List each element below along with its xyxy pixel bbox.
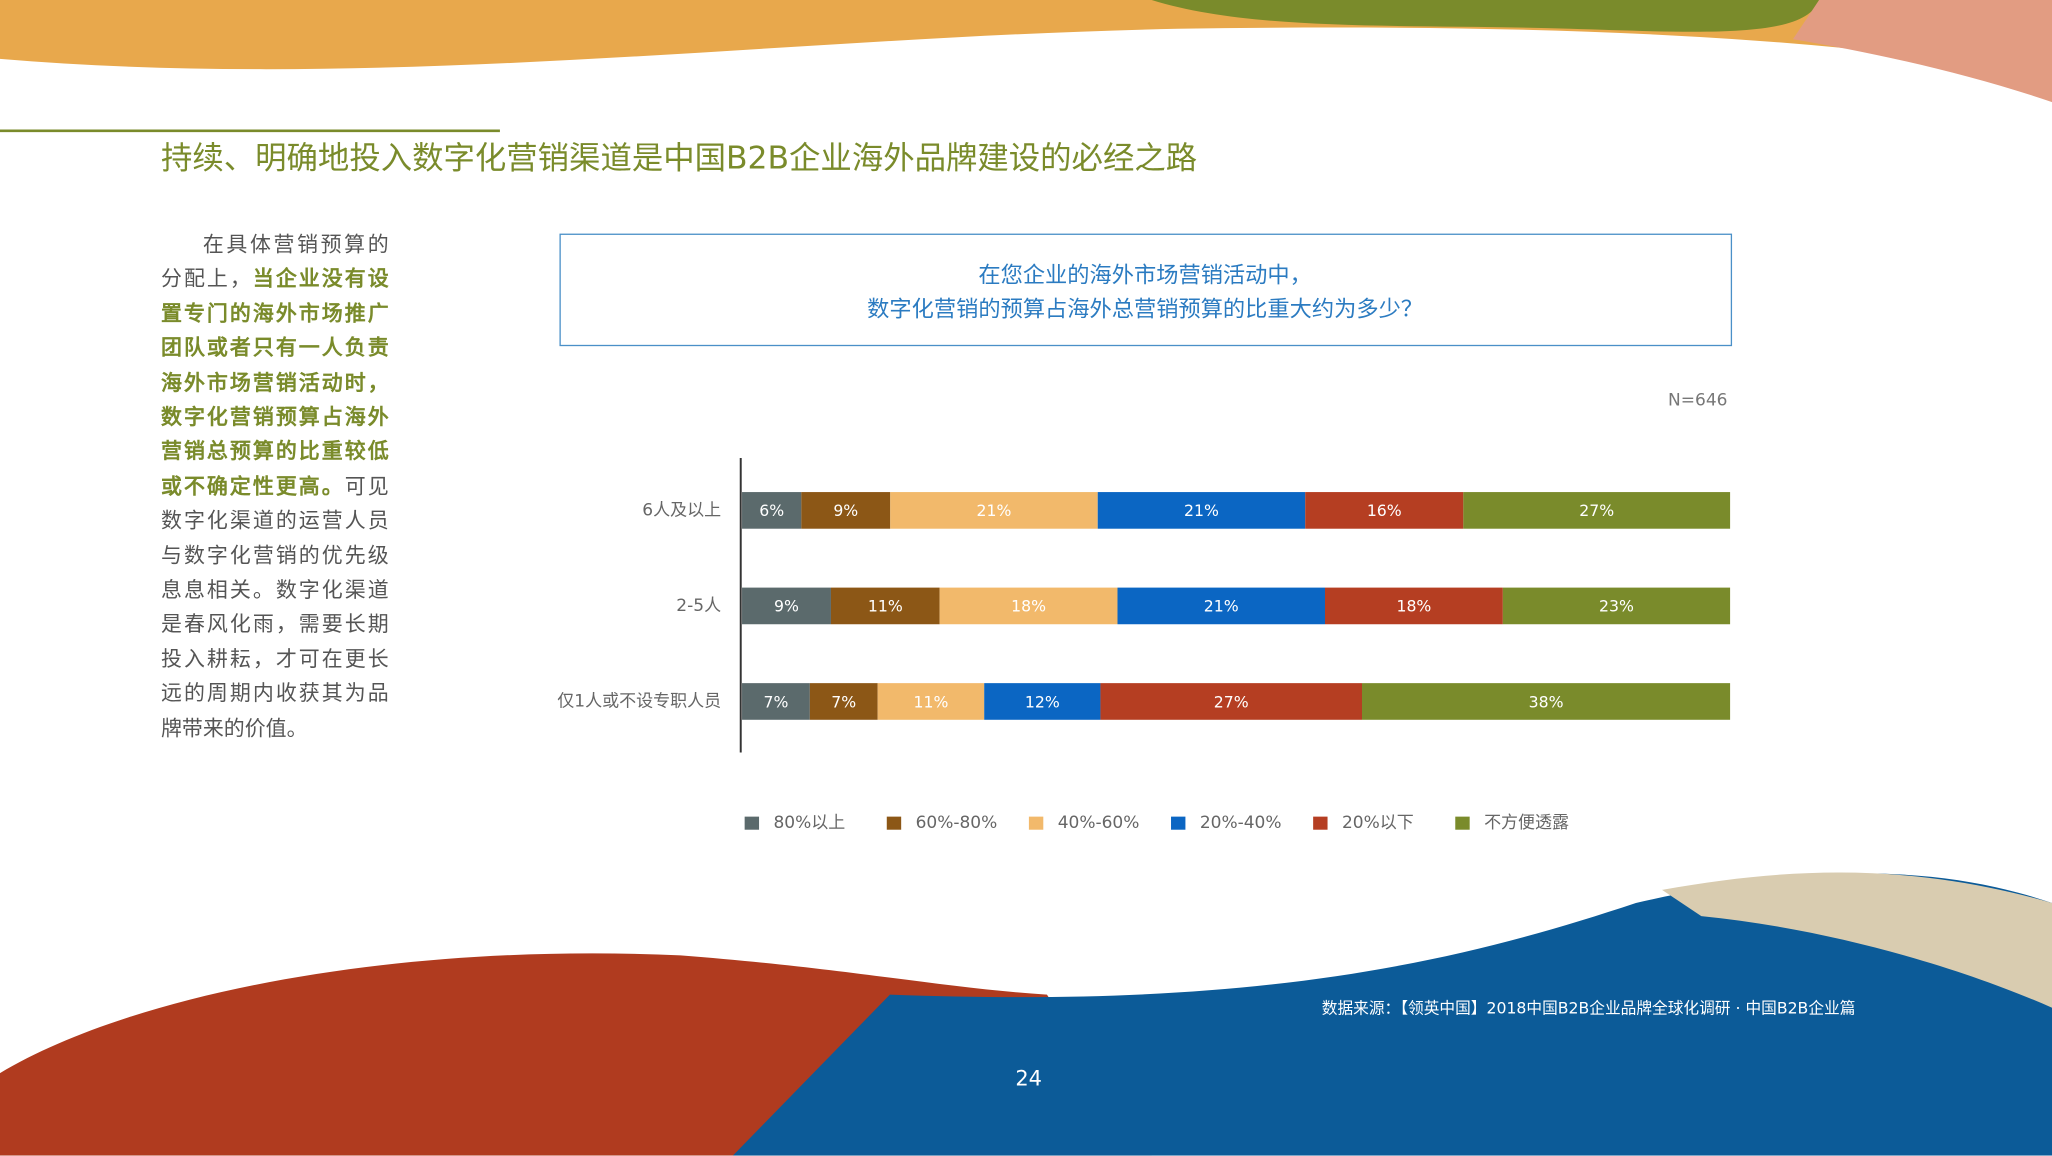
legend-swatch: [744, 816, 760, 830]
paragraph-segment: 在具体营销预算的分配上，: [160, 231, 389, 292]
page-title: 持续、明确地投入数字化营销渠道是中国B2B企业海外品牌建设的必经之路: [161, 141, 1197, 177]
value-label: 9%: [774, 597, 799, 616]
bar-segment: [801, 492, 891, 529]
sidebar-paragraph: 在具体营销预算的分配上，当企业没有设置专门的海外市场推广团队或者只有一人负责海外…: [161, 228, 389, 746]
decor-bottom-blue: [732, 873, 2052, 1156]
paragraph-segment: 可见数字化渠道的运营人员与数字化营销的优先级息息相关。数字化渠道是春风化雨，需要…: [160, 473, 389, 741]
bar-segment: [1361, 683, 1731, 720]
value-label: 6%: [759, 501, 784, 520]
legend-swatch: [886, 816, 902, 830]
source: 数据来源：【领英中国】2018中国B2B企业品牌全球化调研 · 中国B2B企业篇: [1322, 999, 1856, 1018]
bar-segment: [1324, 587, 1503, 625]
decor-bottom-beige: [1662, 872, 2052, 1008]
value-label: 7%: [763, 692, 788, 711]
value-label: 21%: [1184, 501, 1219, 520]
category-label: 仅1人或不设专职人员: [557, 691, 721, 711]
value-label: 12%: [1025, 692, 1060, 711]
value-label: 11%: [913, 692, 948, 711]
decor-top-green: [1151, 0, 1820, 32]
category-label: 6人及以上: [642, 500, 721, 520]
legend-swatch: [1313, 816, 1328, 830]
value-label: 9%: [833, 501, 858, 520]
value-label: 23%: [1599, 597, 1634, 616]
sample-note: N=646: [1668, 390, 1727, 410]
legend-label: 40%-60%: [1058, 813, 1140, 833]
bar-segment: [877, 683, 985, 720]
legend-swatch: [1171, 816, 1186, 830]
bar-segment: [1097, 492, 1306, 529]
value-label: 16%: [1367, 501, 1402, 520]
bar-segment: [1117, 587, 1325, 625]
value-label: 18%: [1396, 597, 1431, 616]
value-label: 11%: [868, 597, 903, 616]
value-label: 21%: [977, 501, 1012, 520]
category-label: 2-5人: [676, 596, 721, 616]
question-line: 数字化营销的预算占海外总营销预算的比重大约为多少？: [867, 297, 1423, 323]
bar-segment: [809, 683, 878, 720]
bar-segment: [984, 683, 1101, 720]
legend-label: 20%以下: [1342, 813, 1414, 833]
value-label: 7%: [831, 692, 856, 711]
legend-label: 20%-40%: [1200, 813, 1282, 833]
bar-segment: [830, 587, 940, 625]
bar-segment: [1100, 683, 1362, 720]
bar-segment: [742, 683, 810, 720]
value-label: 27%: [1214, 692, 1249, 711]
legend-label: 80%以上: [773, 813, 845, 833]
bar-segment: [890, 492, 1098, 529]
legend-label: 不方便透露: [1484, 813, 1569, 833]
value-label: 27%: [1579, 501, 1614, 520]
value-label: 38%: [1529, 692, 1564, 711]
bar-segment: [742, 492, 802, 529]
value-label: 18%: [1011, 597, 1046, 616]
decor-top-pink: [1792, 0, 2052, 103]
question-line: 在您企业的海外市场营销活动中，: [978, 263, 1312, 289]
legend-label: 60%-80%: [916, 813, 998, 833]
legend-swatch: [1028, 816, 1044, 830]
paragraph-segment: 当企业没有设置专门的海外市场推广团队或者只有一人负责海外市场营销活动时，数字化营…: [160, 266, 389, 499]
bar-segment: [1502, 587, 1731, 625]
bar-segment: [1305, 492, 1464, 529]
value-label: 21%: [1204, 597, 1239, 616]
page-number: 24: [1015, 1067, 1042, 1091]
legend-swatch: [1455, 816, 1470, 830]
bar-segment: [742, 587, 831, 625]
question-box: [559, 233, 1733, 347]
bar-segment: [1463, 492, 1731, 529]
bar-segment: [939, 587, 1118, 625]
